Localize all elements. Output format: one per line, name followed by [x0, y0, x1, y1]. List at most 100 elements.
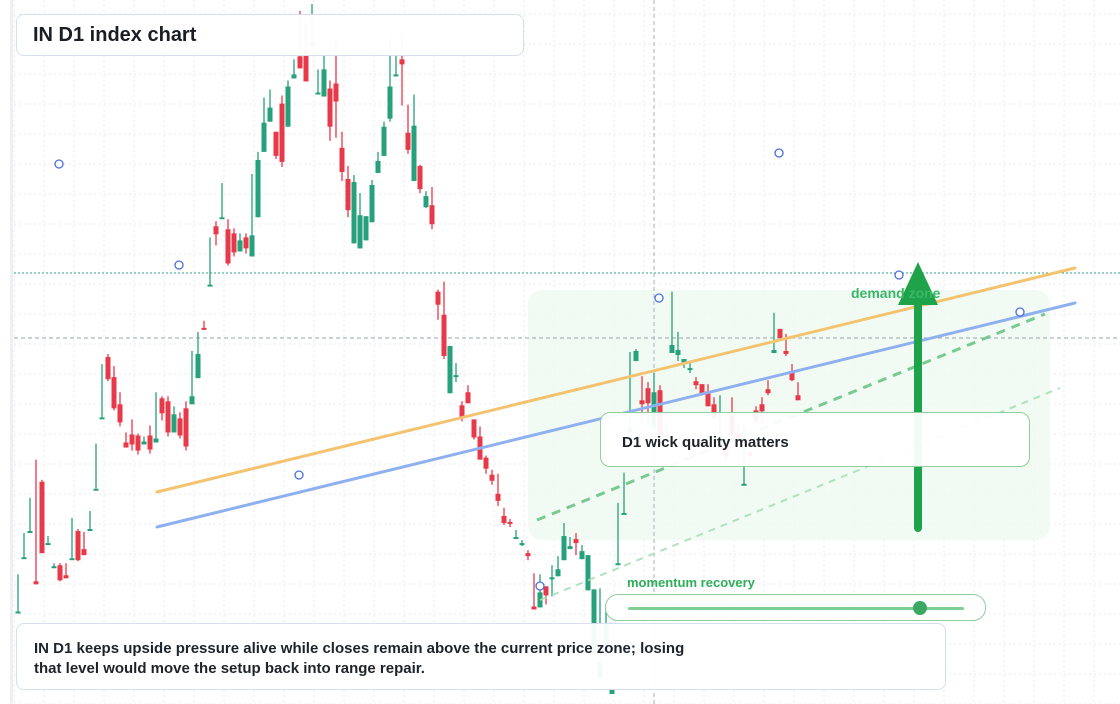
candle-body	[615, 563, 621, 566]
candle	[207, 237, 213, 287]
candle	[699, 384, 705, 394]
candle-body	[213, 226, 219, 235]
candle-body	[447, 345, 453, 394]
candle	[33, 459, 39, 585]
candle	[567, 537, 573, 550]
candle	[45, 536, 51, 546]
candle	[375, 151, 381, 173]
candle	[81, 532, 87, 556]
candle-body	[273, 131, 279, 156]
candle	[765, 380, 771, 396]
candle-body	[699, 384, 705, 394]
candle-body	[69, 558, 75, 561]
candle	[351, 174, 357, 244]
candle-body	[519, 543, 525, 546]
candle	[417, 164, 423, 194]
candle-body	[369, 185, 375, 223]
candle	[51, 563, 57, 569]
candle	[405, 104, 411, 154]
momentum-label: momentum recovery	[627, 575, 755, 590]
candle	[159, 396, 165, 421]
candle	[339, 131, 345, 182]
chart-title: IN D1 index chart	[16, 14, 524, 56]
candle-body	[135, 435, 141, 451]
candle-body	[219, 217, 225, 220]
candle-body	[297, 56, 303, 69]
candle-body	[795, 395, 801, 401]
candle	[495, 473, 501, 506]
candle-body	[87, 529, 93, 532]
candle-body	[495, 493, 501, 501]
candle	[93, 443, 99, 491]
candle-body	[555, 569, 561, 577]
candle-body	[15, 611, 21, 614]
candle	[483, 455, 489, 474]
swing-marker	[774, 148, 784, 158]
candle	[201, 320, 207, 330]
candle-body	[585, 555, 591, 591]
candle	[171, 406, 177, 433]
candle-body	[63, 575, 69, 579]
candle-body	[483, 457, 489, 469]
candle	[255, 151, 261, 218]
candle	[423, 191, 429, 209]
candle	[219, 183, 225, 220]
candle-body	[591, 589, 597, 652]
candle	[543, 586, 549, 605]
candle	[285, 80, 291, 127]
candle	[231, 228, 237, 257]
candle-body	[105, 357, 111, 380]
candle	[561, 522, 567, 561]
candle	[39, 479, 45, 554]
candle-body	[561, 536, 567, 561]
light-dashed-trendline	[539, 387, 1061, 601]
candle	[345, 165, 351, 218]
candle-body	[99, 417, 105, 420]
candle-body	[141, 441, 147, 445]
candle	[177, 412, 183, 439]
candle-body	[417, 165, 423, 190]
candle-body	[453, 375, 459, 378]
candle-body	[375, 160, 381, 173]
candle-body	[771, 349, 777, 354]
candle	[795, 382, 801, 401]
candle-body	[333, 83, 339, 102]
candle-body	[315, 92, 321, 95]
candle-body	[327, 88, 333, 127]
candle-body	[345, 179, 351, 211]
candle-body	[393, 74, 399, 77]
candle	[435, 289, 441, 320]
candle-body	[237, 240, 243, 252]
candle-body	[39, 481, 45, 554]
candle-body	[705, 391, 711, 407]
candle-body	[57, 565, 63, 581]
candle	[489, 469, 495, 485]
candle-body	[465, 392, 471, 404]
candle-body	[21, 557, 27, 560]
candle-body	[621, 512, 627, 515]
candle-body	[117, 404, 123, 423]
candle-body	[711, 404, 717, 418]
candle-body	[783, 350, 789, 355]
candle-body	[507, 521, 513, 524]
candle	[501, 507, 507, 525]
callout-annotation: D1 wick quality matters	[600, 412, 1030, 467]
candle-body	[633, 350, 639, 362]
candle	[15, 574, 21, 614]
candle-body	[531, 606, 537, 610]
candle-body	[243, 237, 249, 249]
candle-body	[165, 401, 171, 433]
candle-body	[549, 577, 555, 580]
note-line-1: IN D1 keeps upside pressure alive while …	[34, 640, 685, 657]
candle	[675, 331, 681, 362]
candle-body	[639, 400, 645, 405]
candle-body	[249, 235, 255, 257]
candle	[519, 540, 525, 547]
candle	[555, 556, 561, 577]
candle-body	[351, 182, 357, 244]
candle-body	[129, 434, 135, 445]
candle	[537, 574, 543, 608]
candle-body	[231, 233, 237, 253]
candle-body	[693, 381, 699, 386]
candle-body	[609, 687, 615, 694]
